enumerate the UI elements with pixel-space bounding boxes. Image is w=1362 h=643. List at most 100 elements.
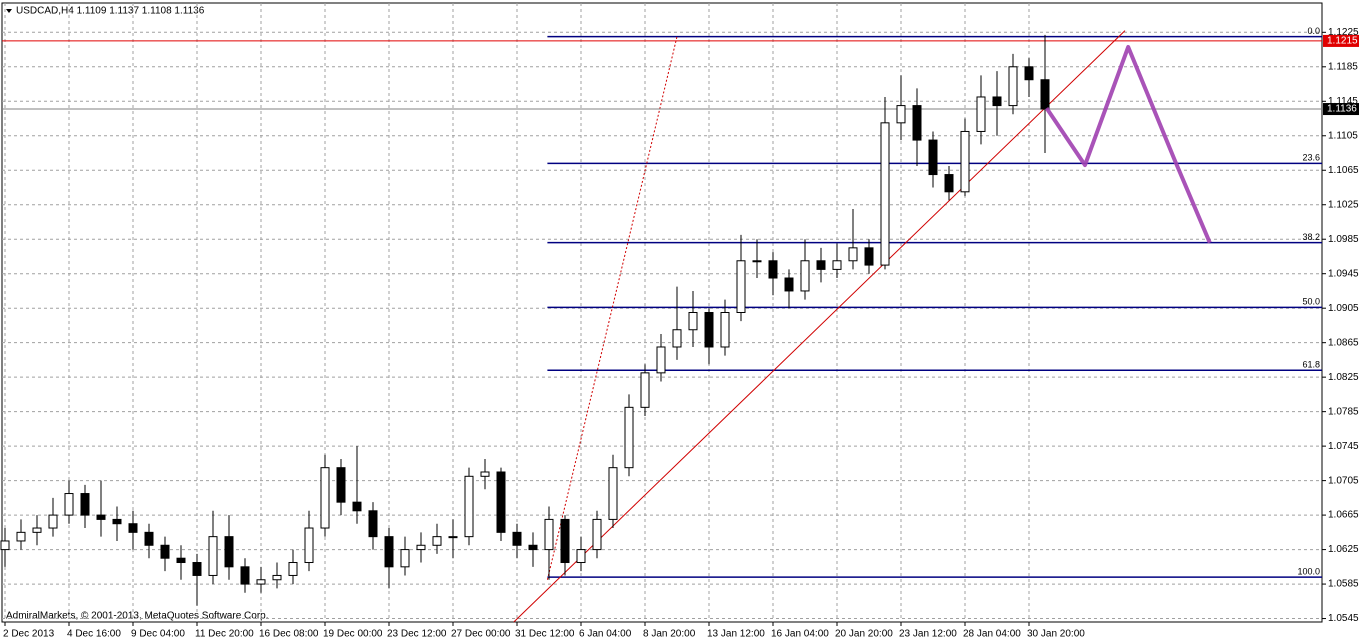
candle-body [752,260,762,263]
x-tick-label: 20 Jan 20:00 [835,629,893,640]
y-tick-label: 1.0545 [1328,613,1359,624]
price-label-box [1323,103,1359,116]
candle-body [416,544,426,551]
candle-body [112,518,122,525]
candle-body [944,174,954,193]
x-tick-label: 4 Dec 16:00 [67,629,121,640]
candle-body [320,467,330,529]
plot-frame [1,2,1323,623]
candle-body [160,544,170,559]
candle-body [32,527,42,533]
x-tick-label: 11 Dec 20:00 [195,629,254,640]
x-tick-label: 27 Dec 00:00 [451,629,511,640]
candle-body [368,510,378,538]
y-tick-label: 1.0625 [1328,544,1359,555]
y-tick-label: 1.1225 [1328,27,1359,38]
x-tick-label: 2 Dec 2013 [3,629,55,640]
candle-body [288,562,298,576]
y-tick-label: 1.1185 [1328,61,1358,72]
x-tick-label: 6 Jan 04:00 [579,629,632,640]
candle-body [192,562,202,576]
x-tick-label: 9 Dec 04:00 [131,629,185,640]
candle-body [672,329,682,348]
candle-body [128,523,138,533]
x-tick-label: 19 Dec 00:00 [323,629,383,640]
x-tick-label: 30 Jan 20:00 [1027,629,1085,640]
candle-body [576,549,586,564]
y-tick-label: 1.0985 [1328,234,1359,245]
x-tick-label: 16 Dec 08:00 [259,629,319,640]
candle-body [256,579,266,585]
candle-body [640,372,650,408]
candle-body [48,514,58,529]
x-tick-label: 8 Jan 20:00 [643,629,696,640]
candle-body [688,312,698,331]
candle-body [848,247,858,262]
candle-body [528,544,538,551]
candle-body [928,139,938,176]
fib-label: 100.0 [1297,567,1320,577]
y-tick-label: 1.0945 [1328,268,1359,279]
x-tick-label: 13 Jan 12:00 [707,629,765,640]
candle-body [608,467,618,520]
candle-body [512,531,522,546]
candle-body [304,527,314,564]
candle-body [544,518,554,551]
candle-body [1008,66,1018,107]
candle-body [880,122,890,266]
candle-body [480,471,490,477]
y-tick-label: 1.0745 [1328,441,1359,452]
candle-body [64,493,74,516]
candle-body [400,549,410,568]
y-tick-label: 1.0905 [1328,303,1359,314]
y-tick-label: 1.1145 [1328,96,1358,107]
price-label: 1.1136 [1327,104,1357,115]
candle-body [800,260,810,292]
candle-body [592,518,602,551]
fib-label: 50.0 [1302,297,1320,307]
candle-body [0,540,10,551]
candle-body [816,260,826,270]
candle-body [384,536,394,568]
y-tick-label: 1.1065 [1328,165,1359,176]
trendline [513,30,1126,623]
alert-label: 1.1215 [1327,36,1358,47]
candle-body [960,130,970,193]
fib-label: 38.2 [1302,232,1320,242]
candle-body [864,247,874,266]
x-tick-label: 23 Jan 12:00 [899,629,957,640]
y-tick-label: 1.0585 [1328,579,1359,590]
candle-body [496,471,506,533]
candle-body [432,536,442,546]
footer: AdmiralMarkets, © 2001-2013, MetaQuotes … [6,611,269,622]
y-tick-label: 1.1105 [1328,130,1358,141]
x-tick-label: 16 Jan 04:00 [771,629,829,640]
candle-body [896,105,906,124]
candle-body [832,260,842,270]
chart-title: USDCAD,H4 1.1109 1.1137 1.1108 1.1136 [16,6,205,17]
candle-body [144,531,154,546]
candle-body [240,566,250,585]
y-tick-label: 1.0705 [1328,475,1359,486]
x-tick-label: 28 Jan 04:00 [963,629,1021,640]
y-tick-label: 1.0865 [1328,337,1359,348]
forecast-path [1044,44,1212,244]
y-tick-label: 1.0825 [1328,372,1359,383]
candle-body [656,346,666,374]
candle-body [768,260,778,279]
candle-body [976,96,986,132]
candle-body [992,96,1002,107]
candle-body [720,312,730,348]
menu-arrow[interactable] [6,9,12,13]
fib-label: 23.6 [1302,153,1320,163]
candle-body [624,406,634,469]
candle-body [736,260,746,313]
fib-label: 61.8 [1302,360,1320,370]
candle-body [560,518,570,564]
candle-body [1040,79,1050,110]
candle-body [96,514,106,520]
candle-body [464,475,474,538]
fib-label: 0.0 [1307,26,1320,36]
